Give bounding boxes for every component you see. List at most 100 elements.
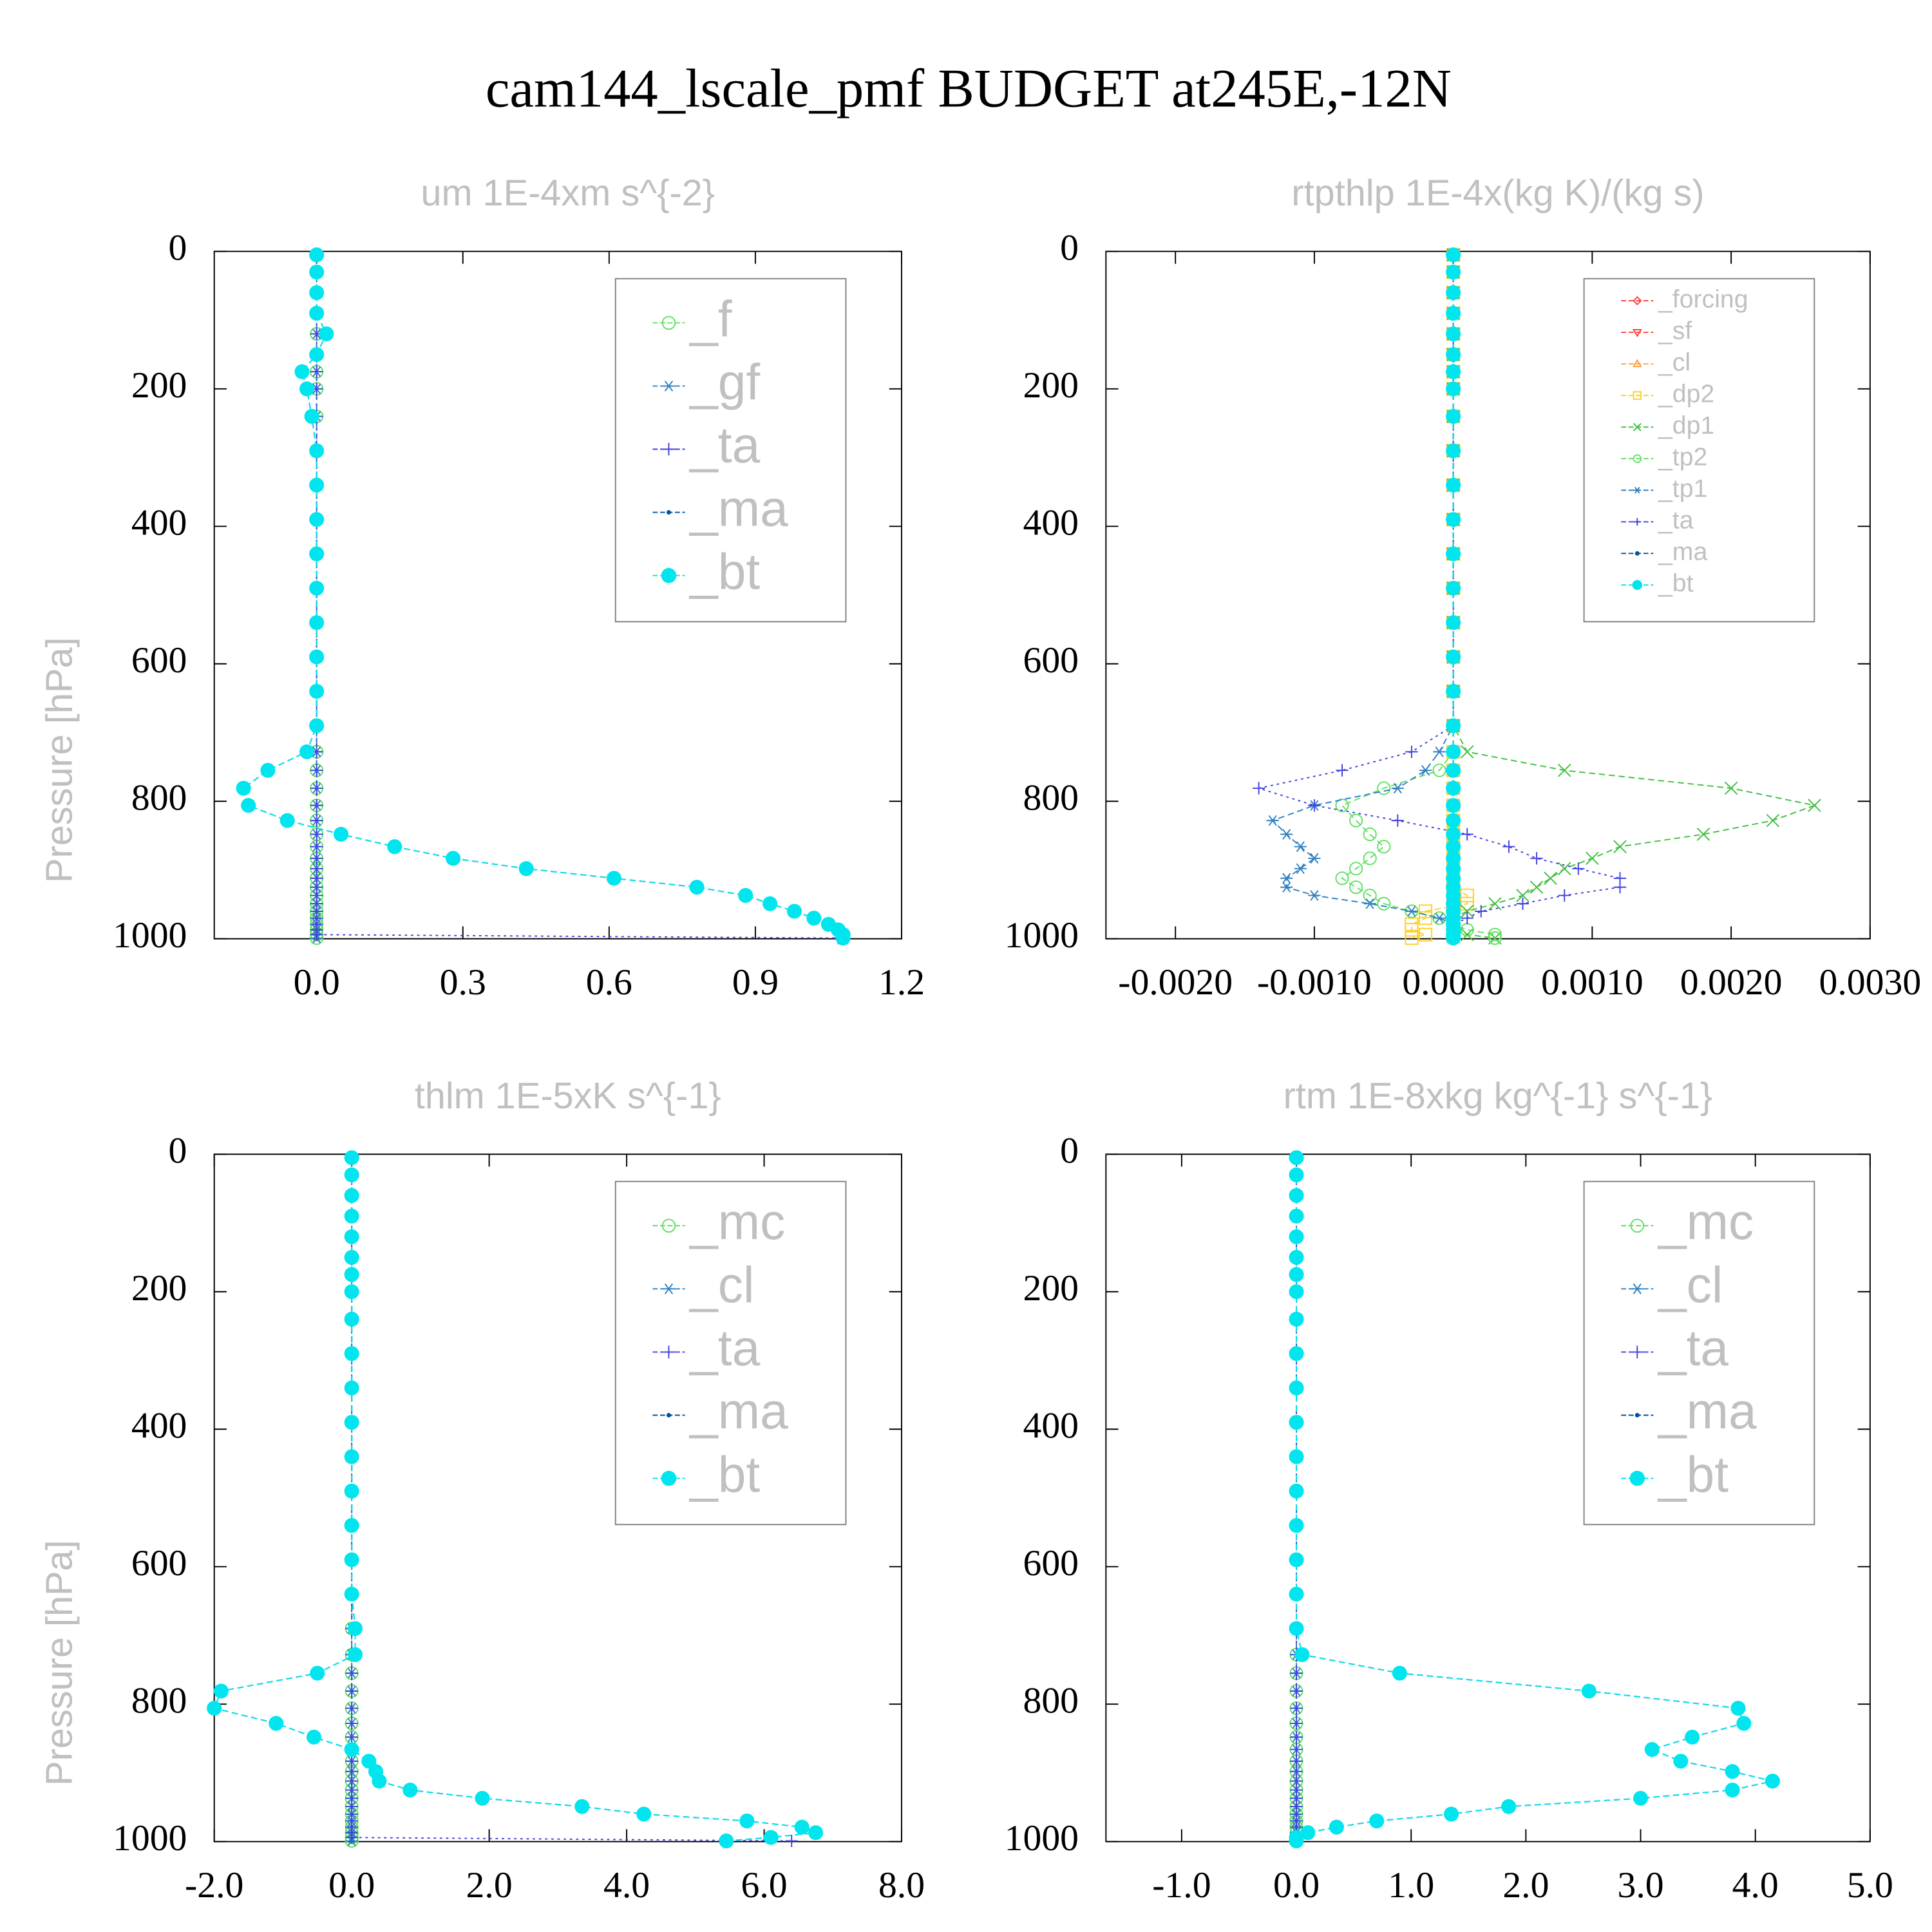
marker-stroke: [1766, 813, 1780, 828]
marker: [241, 798, 256, 813]
plot-frame: [213, 251, 902, 940]
legend-label: _bt: [1658, 569, 1694, 598]
legend-box: [1583, 1180, 1815, 1526]
marker: [345, 1667, 358, 1680]
marker-shape: [309, 285, 325, 300]
marker: [402, 1783, 418, 1798]
marker-stroke: [1613, 840, 1627, 853]
legend-label: _ma: [1658, 538, 1707, 566]
legend-label: _gf: [688, 354, 760, 410]
x-tick-label: 3.0: [1617, 1865, 1663, 1906]
marker-shape: [309, 649, 325, 665]
marker-stroke: [1633, 1283, 1642, 1294]
y-tick-label: 600: [1023, 1543, 1079, 1584]
marker-shape: [1289, 1311, 1304, 1327]
marker: [1289, 1188, 1304, 1203]
marker-stroke: [1282, 882, 1291, 893]
chart-title: rtpthlp 1E-4x(kg K)/(kg s): [1291, 173, 1704, 214]
marker-shape: [1446, 326, 1461, 341]
marker-stroke: [1393, 782, 1402, 794]
marker-stroke: [1488, 896, 1502, 911]
marker: [1516, 897, 1530, 910]
marker: [344, 1167, 359, 1182]
x-tick-label: 6.0: [741, 1865, 787, 1906]
marker-shape: [1446, 718, 1461, 734]
marker: [1673, 1754, 1689, 1769]
marker: [1460, 745, 1474, 759]
marker-shape: [1633, 454, 1642, 463]
marker-shape: [1444, 1806, 1459, 1822]
marker: [1280, 829, 1293, 840]
marker: [1363, 888, 1377, 903]
marker-shape: [1405, 923, 1419, 937]
marker: [309, 264, 325, 279]
legend-label: _tp1: [1658, 475, 1707, 503]
marker: [1631, 1283, 1644, 1294]
marker: [213, 1683, 229, 1699]
marker: [1349, 880, 1363, 895]
marker-shape: [1446, 649, 1461, 665]
marker-stroke: [1282, 873, 1291, 884]
marker: [344, 1415, 359, 1430]
y-tick-label: 600: [131, 1543, 187, 1584]
marker: [1363, 827, 1377, 842]
marker: [345, 1730, 358, 1744]
marker-shape: [1349, 813, 1363, 828]
marker-shape: [1446, 744, 1461, 759]
marker: [1289, 1380, 1304, 1396]
marker-shape: [1736, 1716, 1752, 1731]
marker-stroke: [1407, 905, 1416, 917]
marker: [1391, 782, 1404, 794]
marker-shape: [309, 683, 325, 699]
marker-shape: [304, 409, 319, 424]
marker-shape: [344, 1449, 359, 1464]
x-tick-label: -2.0: [185, 1865, 243, 1906]
marker: [1391, 814, 1404, 827]
marker: [1633, 391, 1642, 400]
legend-label: _bt: [688, 1446, 760, 1502]
x-tick-label: 2.0: [466, 1865, 513, 1906]
x-tick-label: 5.0: [1847, 1865, 1893, 1906]
marker-shape: [1460, 896, 1474, 911]
marker-shape: [387, 839, 402, 855]
marker-shape: [344, 1284, 359, 1300]
marker-shape: [1629, 1470, 1645, 1486]
marker-shape: [236, 781, 251, 796]
marker: [304, 409, 319, 424]
marker-stroke: [1310, 890, 1319, 901]
marker: [1446, 851, 1461, 866]
marker: [1446, 546, 1461, 562]
legend-label: _cl: [688, 1256, 754, 1313]
marker-stroke: [1421, 764, 1430, 776]
marker-shape: [762, 896, 778, 911]
marker: [1632, 329, 1642, 337]
marker: [1289, 1167, 1304, 1182]
y-tick-label: 0: [1060, 228, 1079, 269]
marker: [344, 1267, 359, 1282]
marker: [333, 826, 349, 842]
plot-frame: [213, 1153, 902, 1842]
marker: [1289, 1518, 1304, 1533]
marker-shape: [1446, 798, 1461, 813]
marker: [1446, 762, 1461, 778]
marker: [309, 683, 325, 699]
marker: [1289, 1346, 1304, 1361]
marker: [310, 365, 323, 378]
marker-stroke: [1365, 898, 1374, 909]
legend-label: _ma: [1657, 1383, 1757, 1439]
marker-shape: [763, 1830, 779, 1845]
marker-shape: [306, 1729, 321, 1745]
marker-shape: [344, 1167, 359, 1182]
marker: [310, 840, 323, 853]
x-tick-label: 0.0030: [1819, 962, 1922, 1003]
marker-shape: [1446, 781, 1461, 796]
x-tick-label: 0.0: [328, 1865, 375, 1906]
marker: [1377, 781, 1391, 795]
marker-shape: [309, 718, 325, 734]
marker-shape: [344, 1518, 359, 1533]
marker: [309, 512, 325, 527]
marker: [1392, 1665, 1407, 1681]
marker: [344, 1229, 359, 1244]
marker: [1558, 889, 1571, 902]
marker: [1419, 764, 1432, 776]
